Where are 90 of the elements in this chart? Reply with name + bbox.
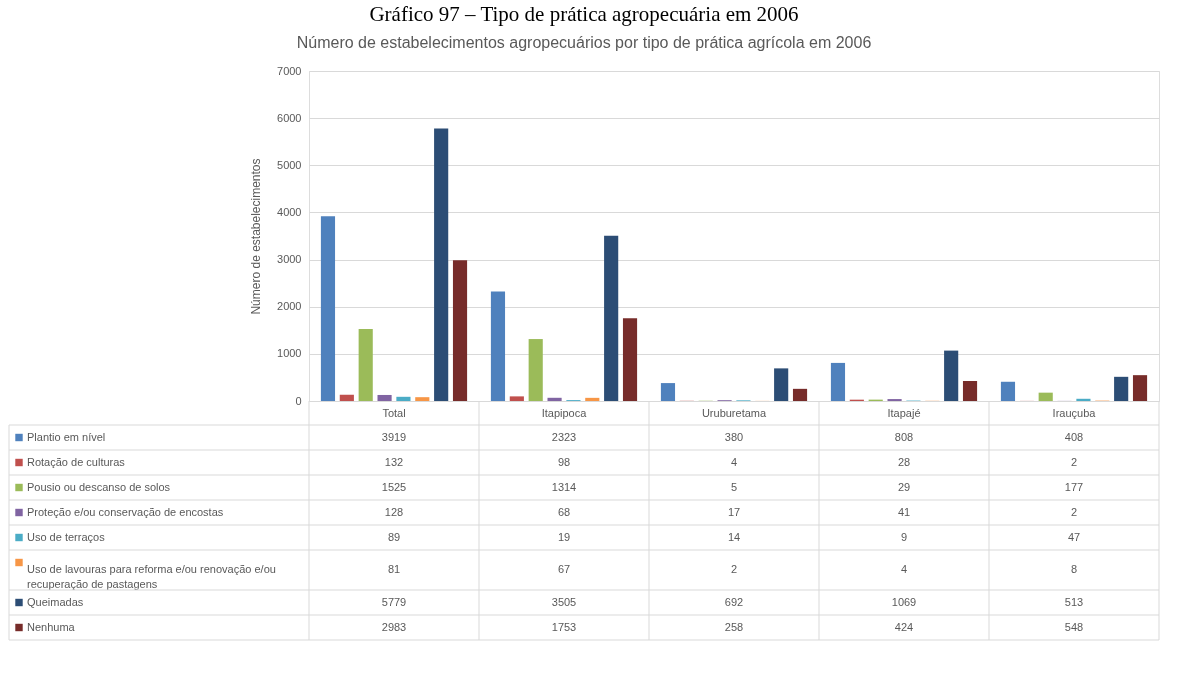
data-label: 128 bbox=[384, 505, 404, 518]
data-label: 28 bbox=[897, 455, 911, 468]
x-tick-label: Uruburetama bbox=[701, 406, 767, 419]
bar bbox=[1038, 392, 1053, 401]
data-label: 2 bbox=[1070, 505, 1078, 518]
legend-label: Queimadas bbox=[27, 595, 84, 608]
chart-title: Gráfico 97 – Tipo de prática agropecuária em 2006 bbox=[369, 2, 799, 26]
data-label: 89 bbox=[387, 530, 401, 543]
data-label: 81 bbox=[387, 563, 401, 575]
y-tick-label: 1000 bbox=[277, 347, 302, 360]
bar bbox=[622, 318, 638, 401]
data-label: 68 bbox=[557, 505, 571, 518]
y-tick-label: 0 bbox=[295, 394, 302, 407]
bar bbox=[415, 397, 430, 401]
y-tick-label: 2000 bbox=[277, 300, 302, 313]
data-label: 3919 bbox=[381, 430, 407, 443]
data-label: 1525 bbox=[381, 480, 407, 493]
data-label: 41 bbox=[897, 505, 911, 518]
x-tick-label: Total bbox=[382, 406, 406, 419]
bar bbox=[830, 362, 846, 401]
data-label: 692 bbox=[724, 595, 744, 608]
bar bbox=[396, 396, 411, 401]
data-label: 47 bbox=[1067, 530, 1081, 543]
bar bbox=[792, 388, 808, 401]
legend-label: Uso de terraços bbox=[27, 530, 106, 543]
bar bbox=[339, 394, 354, 401]
bar bbox=[1132, 375, 1148, 401]
data-label: 2323 bbox=[551, 430, 577, 443]
y-tick-label: 7000 bbox=[277, 64, 302, 77]
bar bbox=[547, 397, 562, 401]
bar bbox=[377, 394, 392, 401]
y-tick-label: 5000 bbox=[277, 158, 302, 171]
legend-label: Nenhuma bbox=[27, 620, 76, 633]
bar bbox=[358, 329, 373, 401]
data-label: 98 bbox=[557, 455, 571, 468]
legend-label: Pousio ou descanso de solos bbox=[27, 480, 171, 493]
bar bbox=[660, 383, 676, 401]
bar bbox=[604, 235, 619, 401]
y-tick-label: 3000 bbox=[277, 253, 302, 266]
x-tick-label: Itapipoca bbox=[541, 406, 588, 419]
legend-label: Rotação de culturas bbox=[27, 455, 126, 468]
bar bbox=[774, 368, 789, 401]
bar bbox=[528, 339, 543, 401]
data-label: 17 bbox=[727, 505, 741, 518]
data-label: 19 bbox=[557, 530, 571, 543]
bar bbox=[1076, 398, 1091, 401]
data-label: 5 bbox=[730, 480, 738, 493]
data-label: 177 bbox=[1064, 480, 1084, 493]
data-label: 5779 bbox=[381, 595, 407, 608]
data-label: 67 bbox=[557, 563, 571, 575]
bar bbox=[1114, 376, 1129, 401]
data-label: 2983 bbox=[381, 620, 407, 633]
data-label: 4 bbox=[730, 455, 738, 468]
bar bbox=[1000, 381, 1016, 401]
x-tick-label: Irauçuba bbox=[1052, 406, 1097, 419]
bar bbox=[509, 396, 524, 401]
x-tick-label: Itapajé bbox=[887, 406, 921, 419]
data-label: 29 bbox=[897, 480, 911, 493]
data-label: 1069 bbox=[891, 595, 917, 608]
data-label: 424 bbox=[894, 620, 914, 633]
chart-subtitle: Número de estabelecimentos agropecuários por tipo de prática agrícola em 2006 bbox=[296, 34, 872, 51]
y-tick-label: 6000 bbox=[277, 111, 302, 124]
legend-label: Plantio em nível bbox=[27, 430, 106, 443]
data-label: 14 bbox=[727, 530, 741, 543]
data-label: 1314 bbox=[551, 480, 577, 493]
y-axis-title: Número de estabelecimentos bbox=[249, 158, 264, 315]
data-label: 513 bbox=[1064, 595, 1084, 608]
bar bbox=[452, 260, 468, 401]
data-label: 808 bbox=[894, 430, 914, 443]
data-label: 9 bbox=[900, 530, 908, 543]
data-label: 548 bbox=[1064, 620, 1084, 633]
data-label: 132 bbox=[384, 455, 404, 468]
data-label: 408 bbox=[1064, 430, 1084, 443]
bar bbox=[944, 350, 959, 401]
data-label: 8 bbox=[1070, 563, 1078, 575]
data-label: 2 bbox=[730, 563, 738, 575]
bar bbox=[962, 381, 978, 401]
data-label: 2 bbox=[1070, 455, 1078, 468]
bar bbox=[320, 216, 336, 401]
data-label: 258 bbox=[724, 620, 744, 633]
legend-label: Proteção e/ou conservação de encostas bbox=[27, 505, 224, 518]
bar bbox=[434, 128, 449, 401]
data-label: 1753 bbox=[551, 620, 577, 633]
bar bbox=[490, 291, 506, 401]
legend-label: Uso de lavouras para reforma e/ou renovação e/ou recuperação de pastagens bbox=[27, 563, 276, 590]
data-label: 4 bbox=[900, 563, 908, 575]
data-label: 3505 bbox=[551, 595, 577, 608]
bar bbox=[585, 397, 600, 401]
y-tick-label: 4000 bbox=[277, 205, 302, 218]
data-label: 380 bbox=[724, 430, 744, 443]
